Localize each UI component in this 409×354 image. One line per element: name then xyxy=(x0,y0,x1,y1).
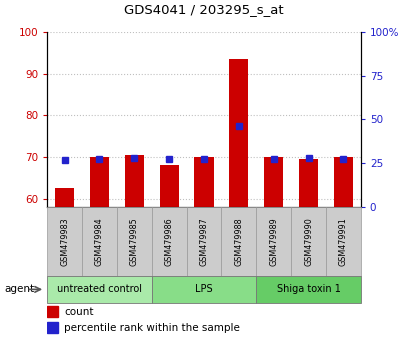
Text: LPS: LPS xyxy=(195,284,212,295)
FancyBboxPatch shape xyxy=(256,207,290,276)
FancyBboxPatch shape xyxy=(151,276,256,303)
FancyBboxPatch shape xyxy=(325,207,360,276)
FancyBboxPatch shape xyxy=(221,207,256,276)
Bar xyxy=(194,157,213,207)
Bar xyxy=(90,157,109,207)
Text: GSM479987: GSM479987 xyxy=(199,217,208,266)
FancyBboxPatch shape xyxy=(186,207,221,276)
FancyBboxPatch shape xyxy=(256,276,360,303)
Text: Shiga toxin 1: Shiga toxin 1 xyxy=(276,284,339,295)
Bar xyxy=(47,306,58,317)
FancyBboxPatch shape xyxy=(117,207,151,276)
Text: percentile rank within the sample: percentile rank within the sample xyxy=(64,322,240,332)
Text: GSM479983: GSM479983 xyxy=(60,217,69,266)
Text: count: count xyxy=(64,307,94,316)
Bar xyxy=(124,155,144,207)
Text: untreated control: untreated control xyxy=(57,284,142,295)
Text: GSM479984: GSM479984 xyxy=(95,217,103,266)
FancyBboxPatch shape xyxy=(290,207,325,276)
FancyBboxPatch shape xyxy=(47,276,151,303)
Bar xyxy=(55,188,74,207)
Text: GSM479990: GSM479990 xyxy=(303,217,312,266)
Bar xyxy=(263,157,283,207)
Bar xyxy=(229,59,248,207)
Bar xyxy=(47,322,58,333)
FancyBboxPatch shape xyxy=(151,207,186,276)
Bar xyxy=(159,165,178,207)
Text: GSM479991: GSM479991 xyxy=(338,217,347,266)
Text: GSM479986: GSM479986 xyxy=(164,217,173,266)
Bar xyxy=(298,159,317,207)
FancyBboxPatch shape xyxy=(82,207,117,276)
Text: GSM479985: GSM479985 xyxy=(130,217,138,266)
Text: GSM479989: GSM479989 xyxy=(269,217,277,266)
Text: agent: agent xyxy=(4,284,34,295)
Text: GDS4041 / 203295_s_at: GDS4041 / 203295_s_at xyxy=(124,3,283,16)
Text: GSM479988: GSM479988 xyxy=(234,217,243,266)
FancyBboxPatch shape xyxy=(47,207,82,276)
Bar xyxy=(333,157,352,207)
